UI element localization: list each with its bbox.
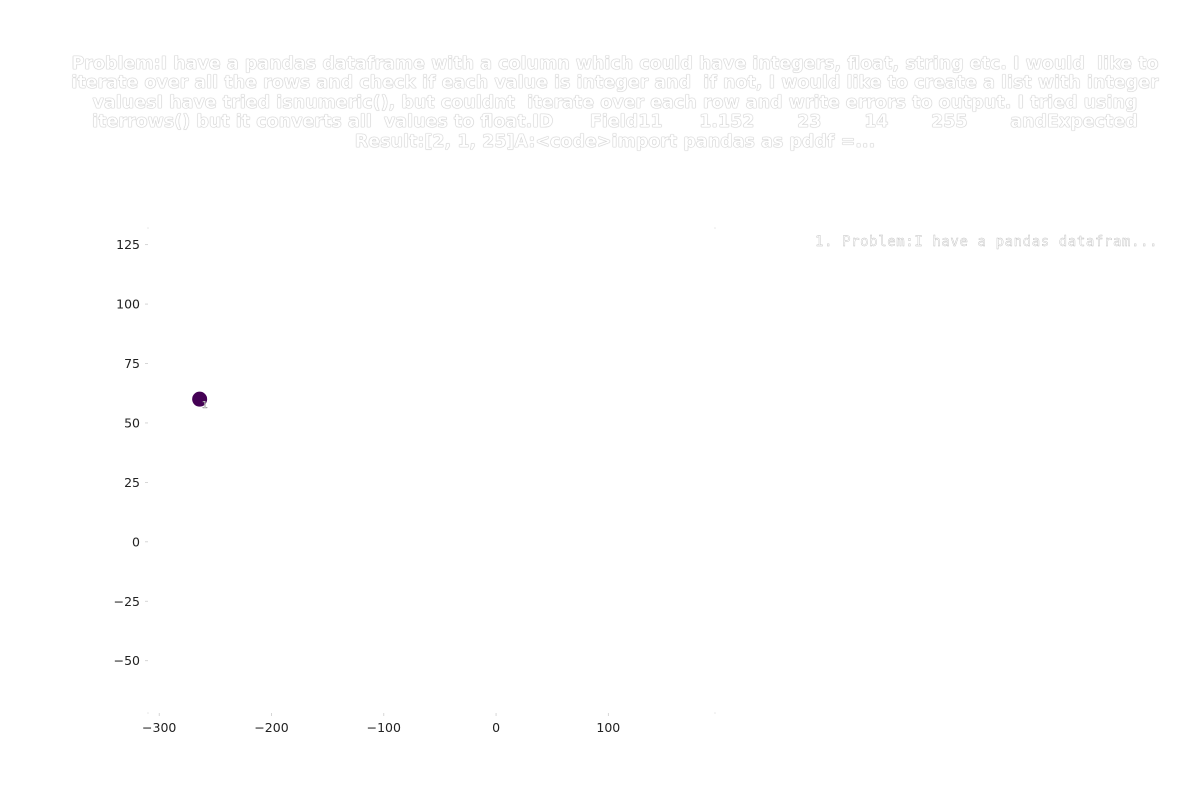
y-tick-label: 25 [124, 475, 140, 490]
frame-corner [147, 227, 149, 229]
y-tick-label: 75 [124, 356, 140, 371]
data-point-label: 1 [202, 400, 208, 411]
y-tick-label: −25 [114, 594, 140, 609]
legend: 1. Problem:I have a pandas datafram... [815, 234, 1158, 250]
data-point [192, 391, 208, 407]
y-tick-label: 100 [116, 297, 140, 312]
y-tick-label: 50 [124, 415, 140, 430]
x-tick-label: −100 [367, 720, 401, 735]
x-tick-label: 0 [492, 720, 500, 735]
x-tick-label: 100 [596, 720, 620, 735]
chart-title: Problem:I have a pandas dataframe with a… [71, 55, 1159, 152]
x-tick-label: −200 [254, 720, 288, 735]
frame-corner [147, 712, 149, 714]
x-tick-label: −300 [142, 720, 176, 735]
x-axis: −300 −200 −100 0 100 [142, 713, 620, 735]
legend-entry: 1. Problem:I have a pandas datafram... [815, 234, 1158, 250]
y-axis: 125 100 75 50 25 0 −25 −50 [114, 227, 716, 714]
data-points: 1 [192, 391, 208, 411]
frame-corner [714, 227, 716, 229]
y-tick-label: 0 [132, 534, 140, 549]
y-tick-label: 125 [116, 237, 140, 252]
y-tick-label: −50 [114, 653, 140, 668]
frame-corner [714, 712, 716, 714]
